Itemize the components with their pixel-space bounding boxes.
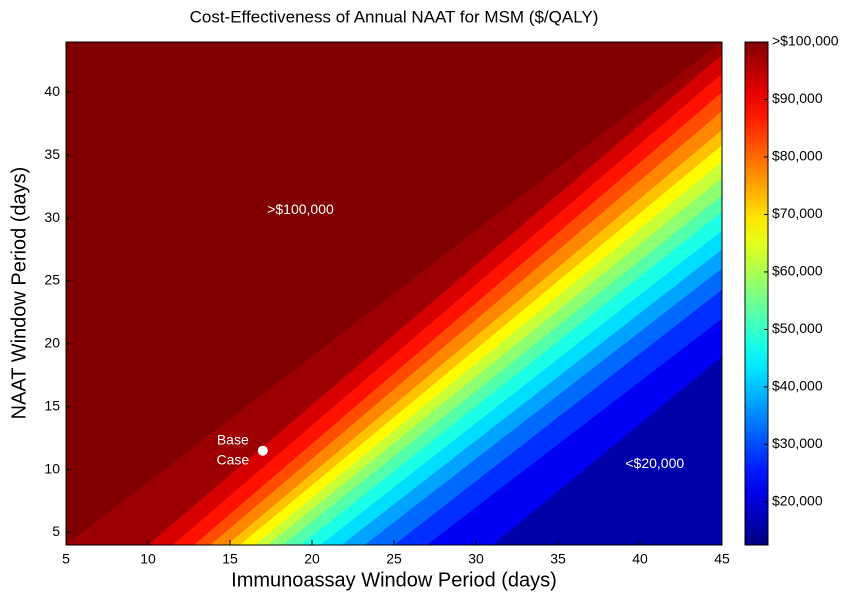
y-tick-label: 10 bbox=[44, 460, 60, 476]
x-tick-label: 30 bbox=[468, 551, 484, 567]
x-tick-label: 35 bbox=[550, 551, 566, 567]
colorbar-tick-label: $70,000 bbox=[772, 205, 823, 221]
point-label: Case bbox=[216, 451, 249, 467]
chart-title: Cost-Effectiveness of Annual NAAT for MS… bbox=[190, 7, 599, 26]
y-tick-label: 35 bbox=[44, 146, 60, 162]
colorbar-tick-label: $30,000 bbox=[772, 435, 823, 451]
annotation: <$20,000 bbox=[625, 455, 684, 471]
colorbar-tick-label: $80,000 bbox=[772, 148, 823, 164]
colorbar-tick-label: $90,000 bbox=[772, 90, 823, 106]
colorbar-tick-label: $40,000 bbox=[772, 378, 823, 394]
x-tick-label: 10 bbox=[140, 551, 156, 567]
x-tick-label: 25 bbox=[386, 551, 402, 567]
y-tick-label: 20 bbox=[44, 335, 60, 351]
colorbar-tick-label: $20,000 bbox=[772, 493, 823, 509]
colorbar-tick-label: >$100,000 bbox=[772, 33, 839, 49]
x-tick-label: 20 bbox=[304, 551, 320, 567]
colorbar bbox=[744, 41, 769, 546]
colorbar-tick-label: $50,000 bbox=[772, 320, 823, 336]
x-tick-label: 15 bbox=[222, 551, 238, 567]
point-label: Base bbox=[217, 431, 249, 447]
colorbar-tick-label: $60,000 bbox=[772, 263, 823, 279]
y-tick-label: 30 bbox=[44, 209, 60, 225]
y-tick-label: 40 bbox=[44, 83, 60, 99]
y-tick-label: 25 bbox=[44, 272, 60, 288]
x-tick-label: 5 bbox=[62, 551, 70, 567]
x-axis-label: Immunoassay Window Period (days) bbox=[231, 569, 557, 591]
contour-band bbox=[66, 42, 722, 545]
x-tick-label: 40 bbox=[632, 551, 648, 567]
y-tick-label: 5 bbox=[52, 523, 60, 539]
y-axis-label: NAAT Window Period (days) bbox=[8, 167, 30, 420]
x-tick-label: 45 bbox=[714, 551, 730, 567]
y-tick-label: 15 bbox=[44, 397, 60, 413]
annotation: >$100,000 bbox=[267, 201, 334, 217]
base-case-point bbox=[257, 445, 268, 456]
